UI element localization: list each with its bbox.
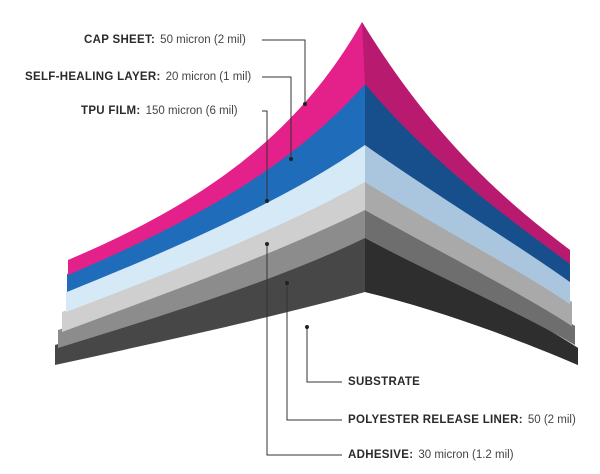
label-cap-sheet: CAP SHEET: 50 micron (2 mil) (84, 33, 246, 47)
label-polyester-liner: POLYESTER RELEASE LINER: 50 (2 mil) (348, 413, 576, 427)
cap-sheet-layer (68, 22, 570, 275)
dot-tpu-film (265, 199, 269, 203)
leader-cap-sheet (262, 39, 306, 104)
tpu-film-name: TPU FILM: (81, 105, 141, 117)
substrate-name: SUBSTRATE (348, 376, 421, 388)
adhesive-value: 30 micron (1.2 mil) (418, 449, 514, 461)
label-adhesive: ADHESIVE: 30 micron (1.2 mil) (348, 448, 514, 462)
polyester-liner-layer (58, 208, 575, 348)
leader-tpu-film (262, 110, 268, 201)
adhesive-name: ADHESIVE: (348, 449, 414, 461)
cap-sheet-name: CAP SHEET: (84, 34, 156, 46)
label-self-healing: SELF-HEALING LAYER: 20 micron (1 mil) (25, 70, 251, 84)
self-healing-value: 20 micron (1 mil) (165, 71, 252, 83)
dot-substrate (305, 325, 309, 329)
substrate-layer (55, 235, 578, 365)
leader-adhesive (266, 244, 342, 456)
label-tpu-film: TPU FILM: 150 micron (6 mil) (81, 104, 238, 118)
adhesive-layer (62, 180, 572, 332)
tpu-film-layer (66, 145, 570, 312)
leader-self-healing (262, 76, 292, 159)
dot-self-healing (289, 157, 293, 161)
polyester-liner-name: POLYESTER RELEASE LINER: (348, 414, 523, 426)
tpu-film-value: 150 micron (6 mil) (145, 105, 238, 117)
dot-adhesive (265, 242, 269, 246)
leader-dots (265, 102, 309, 329)
label-substrate: SUBSTRATE (348, 375, 420, 389)
leader-lines (262, 39, 342, 456)
cap-sheet-value: 50 micron (2 mil) (160, 34, 246, 46)
leader-substrate (306, 327, 342, 383)
leader-polyester-liner (286, 283, 342, 421)
self-healing-name: SELF-HEALING LAYER: (25, 71, 161, 83)
polyester-liner-value: 50 (2 mil) (527, 414, 576, 426)
dot-polyester-liner (285, 281, 289, 285)
dot-cap-sheet (303, 102, 307, 106)
self-healing-layer (67, 82, 570, 292)
